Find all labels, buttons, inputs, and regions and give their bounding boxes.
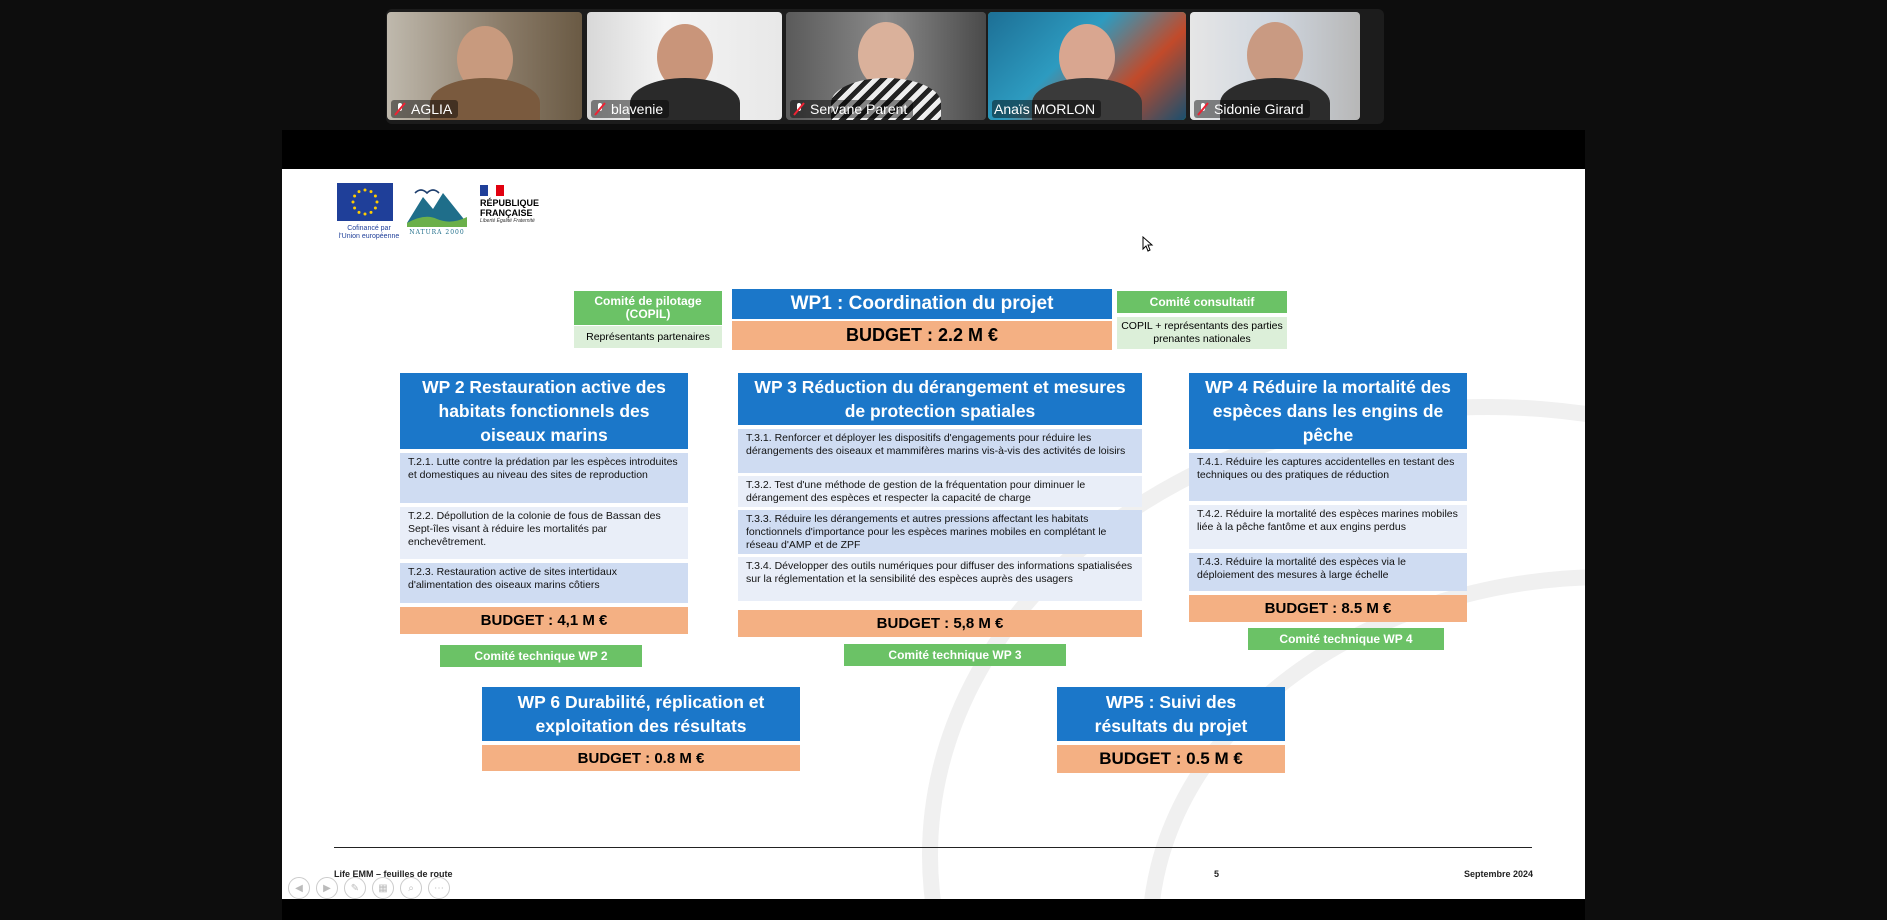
mic-muted-icon bbox=[593, 102, 607, 116]
video-strip: AGLIA blavenie Servane Parent Anaïs MORL… bbox=[386, 9, 1384, 124]
natura-caption: NATURA 2000 bbox=[409, 229, 465, 236]
wp3-task: T.3.4. Développer des outils numériques … bbox=[738, 557, 1142, 601]
participant-name: Anaïs MORLON bbox=[994, 101, 1096, 117]
participant-name: Servane Parent bbox=[810, 101, 908, 117]
wp1-budget: BUDGET : 2.2 M € bbox=[732, 321, 1112, 350]
zoom-icon[interactable]: ⌕ bbox=[400, 877, 422, 899]
wp2-task: T.2.2. Dépollution de la colonie de fous… bbox=[400, 507, 688, 559]
wp1-title: WP1 : Coordination du projet bbox=[732, 289, 1112, 319]
mic-muted-icon bbox=[393, 102, 407, 116]
wp2-budget: BUDGET : 4,1 M € bbox=[400, 607, 688, 634]
participant-label: Servane Parent bbox=[790, 100, 914, 118]
natura-2000-logo bbox=[405, 183, 469, 229]
participant-tile-active[interactable]: Anaïs MORLON bbox=[988, 12, 1186, 120]
participant-name: AGLIA bbox=[411, 101, 453, 117]
participant-name: blavenie bbox=[611, 101, 664, 117]
participant-label: Sidonie Girard bbox=[1194, 100, 1310, 118]
mic-muted-icon bbox=[1196, 102, 1210, 116]
wp4-committee: Comité technique WP 4 bbox=[1248, 628, 1444, 650]
wp4-task: T.4.3. Réduire la mortalité des espèces … bbox=[1189, 553, 1467, 591]
wp5-budget: BUDGET : 0.5 M € bbox=[1057, 745, 1285, 773]
slide-top-bar bbox=[282, 130, 1585, 169]
pen-icon[interactable]: ✎ bbox=[344, 877, 366, 899]
wp3-task: T.3.2. Test d'une méthode de gestion de … bbox=[738, 476, 1142, 507]
republique-francaise-logo: RÉPUBLIQUE FRANÇAISE Liberté Égalité Fra… bbox=[480, 185, 550, 224]
eu-flag-logo bbox=[337, 183, 393, 221]
wp3-title: WP 3 Réduction du dérangement et mesures… bbox=[738, 373, 1142, 425]
footer-date: Septembre 2024 bbox=[1464, 869, 1534, 879]
more-options-icon[interactable]: ⋯ bbox=[428, 877, 450, 899]
participant-label: blavenie bbox=[591, 100, 670, 118]
footer-page-number: 5 bbox=[1214, 869, 1220, 879]
footer-title: Life EMM – feuilles de route bbox=[334, 869, 453, 879]
slide-controls: ◀ ▶ ✎ ▦ ⌕ ⋯ bbox=[288, 877, 450, 899]
wp3-task: T.3.3. Réduire les dérangements et autre… bbox=[738, 510, 1142, 554]
wp2-committee: Comité technique WP 2 bbox=[440, 645, 642, 667]
wp4-budget: BUDGET : 8.5 M € bbox=[1189, 595, 1467, 622]
wp3-budget: BUDGET : 5,8 M € bbox=[738, 610, 1142, 637]
wp3-task: T.3.1. Renforcer et déployer les disposi… bbox=[738, 429, 1142, 473]
mic-muted-icon bbox=[792, 102, 806, 116]
wp6-budget: BUDGET : 0.8 M € bbox=[482, 745, 800, 771]
wp4-title: WP 4 Réduire la mortalité des espèces da… bbox=[1189, 373, 1467, 449]
participant-tile[interactable]: blavenie bbox=[587, 12, 782, 120]
consult-title: Comité consultatif bbox=[1117, 291, 1287, 313]
eu-caption: Cofinancé par l'Union européenne bbox=[338, 225, 400, 240]
logos: Cofinancé par l'Union européenne NATURA … bbox=[337, 183, 539, 253]
wp3-committee: Comité technique WP 3 bbox=[844, 644, 1066, 666]
participant-name: Sidonie Girard bbox=[1214, 101, 1304, 117]
participant-tile[interactable]: Sidonie Girard bbox=[1190, 12, 1360, 120]
footer-divider bbox=[334, 847, 1532, 848]
wp5-title: WP5 : Suivi des résultats du projet bbox=[1057, 687, 1285, 741]
next-slide-icon[interactable]: ▶ bbox=[316, 877, 338, 899]
wp4-task: T.4.2. Réduire la mortalité des espèces … bbox=[1189, 505, 1467, 549]
participant-tile[interactable]: AGLIA bbox=[387, 12, 582, 120]
slide-bottom-bar bbox=[282, 899, 1585, 920]
shared-slide: Cofinancé par l'Union européenne NATURA … bbox=[282, 169, 1585, 899]
wp2-task: T.2.3. Restauration active de sites inte… bbox=[400, 563, 688, 603]
rf-motto: Liberté Égalité Fraternité bbox=[480, 218, 535, 224]
mouse-cursor-icon bbox=[1142, 236, 1154, 252]
previous-slide-icon[interactable]: ◀ bbox=[288, 877, 310, 899]
copil-title: Comité de pilotage (COPIL) bbox=[574, 291, 722, 325]
wp2-title: WP 2 Restauration active des habitats fo… bbox=[400, 373, 688, 449]
slides-grid-icon[interactable]: ▦ bbox=[372, 877, 394, 899]
participant-label: Anaïs MORLON bbox=[992, 100, 1102, 118]
participant-label: AGLIA bbox=[391, 100, 459, 118]
participant-tile[interactable]: Servane Parent bbox=[786, 12, 986, 120]
wp2-task: T.2.1. Lutte contre la prédation par les… bbox=[400, 453, 688, 503]
copil-description: Représentants partenaires bbox=[574, 326, 722, 348]
wp6-title: WP 6 Durabilité, réplication et exploita… bbox=[482, 687, 800, 741]
wp4-task: T.4.1. Réduire les captures accidentelle… bbox=[1189, 453, 1467, 501]
rf-title: RÉPUBLIQUE FRANÇAISE bbox=[480, 198, 540, 218]
french-flag-icon bbox=[480, 185, 504, 196]
consult-description: COPIL + représentants des parties prenan… bbox=[1117, 317, 1287, 349]
